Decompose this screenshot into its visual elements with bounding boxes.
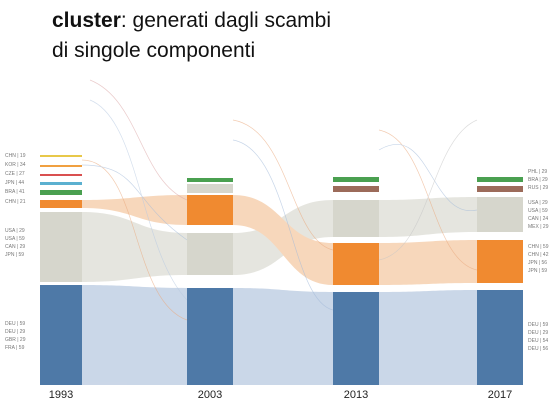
flow — [233, 288, 333, 385]
side-label: DEU | 59 — [528, 322, 548, 328]
side-label: CHN | 59 — [528, 244, 549, 250]
side-label: JPN | 56 — [528, 260, 547, 266]
side-label: PHL | 29 — [528, 169, 547, 175]
side-label: JPN | 59 — [5, 252, 24, 258]
side-label: DEU | 56 — [528, 346, 548, 352]
side-label: FRA | 59 — [5, 345, 25, 351]
side-label: MEX | 29 — [528, 224, 549, 230]
side-label: CHN | 21 — [5, 199, 26, 205]
flow — [379, 290, 477, 385]
side-label: BRA | 41 — [5, 189, 25, 195]
side-label: GBR | 29 — [5, 337, 26, 343]
side-label: DEU | 29 — [5, 329, 25, 335]
faint-lines — [81, 79, 478, 321]
side-label: CAN | 24 — [528, 216, 548, 222]
year: 2003 — [198, 389, 222, 401]
side-label: CHN | 19 — [5, 153, 26, 159]
title: cluster: generati dagli scambi — [52, 9, 331, 32]
year: 2017 — [488, 389, 512, 401]
flows — [81, 79, 478, 385]
side-label: DEU | 54 — [528, 338, 548, 344]
side-label: JPN | 59 — [528, 268, 547, 274]
side-label: CAN | 29 — [5, 244, 25, 250]
side-label: USA | 29 — [5, 228, 25, 234]
year: 2013 — [344, 389, 368, 401]
side-label: USA | 29 — [528, 200, 548, 206]
flow — [82, 285, 187, 385]
title: di singole componenti — [52, 39, 255, 62]
flow — [233, 195, 333, 285]
side-label: JPN | 44 — [5, 180, 24, 186]
side-label: BRA | 29 — [528, 177, 548, 183]
side-label: CZE | 27 — [5, 171, 25, 177]
flow — [82, 212, 187, 282]
year: 1993 — [49, 389, 73, 401]
side-label: DEU | 59 — [5, 321, 25, 327]
side-label: USA | 59 — [528, 208, 548, 214]
nodes — [40, 155, 523, 385]
side-label: DEU | 29 — [528, 330, 548, 336]
flow — [379, 197, 477, 237]
side-label: RUS | 29 — [528, 185, 548, 191]
side-label: CHN | 42 — [528, 252, 549, 258]
side-label: KOR | 34 — [5, 162, 26, 168]
side-label: USA | 59 — [5, 236, 25, 242]
